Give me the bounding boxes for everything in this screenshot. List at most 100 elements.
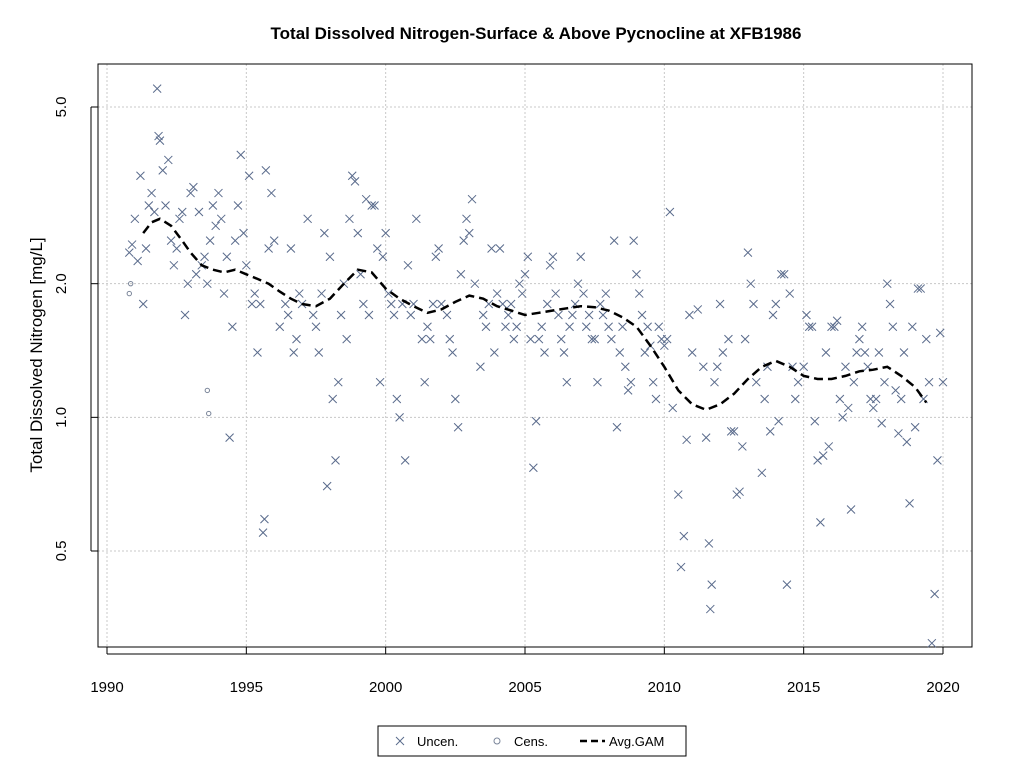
uncensored-point	[724, 334, 733, 344]
uncensored-point	[626, 377, 636, 387]
uncensored-point	[857, 322, 867, 332]
uncensored-point	[467, 194, 477, 204]
uncensored-point-stroke	[665, 207, 675, 217]
uncensored-point	[260, 514, 269, 524]
uncensored-point	[899, 348, 909, 357]
uncensored-point	[124, 248, 134, 257]
uncensored-point-stroke	[191, 269, 201, 279]
uncensored-point	[141, 244, 151, 253]
uncensored-point	[478, 310, 488, 320]
uncensored-point	[155, 136, 165, 145]
uncensored-point	[668, 403, 678, 413]
uncensored-point	[829, 322, 839, 332]
uncensored-point	[832, 316, 842, 326]
uncensored-point-stroke	[529, 463, 538, 473]
uncensored-point-stroke	[771, 299, 781, 309]
uncensored-point	[529, 463, 538, 473]
uncensored-point	[336, 310, 346, 320]
uncensored-point-stroke	[154, 131, 163, 141]
uncensored-point-stroke	[562, 377, 572, 387]
uncensored-point	[150, 207, 159, 217]
uncensored-point	[294, 289, 304, 298]
uncensored-point	[183, 279, 193, 289]
uncensored-point-stroke	[682, 435, 691, 445]
uncensored-point	[487, 244, 496, 253]
uncensored-point	[682, 435, 691, 445]
uncensored-point	[406, 310, 416, 320]
uncensored-point	[241, 260, 251, 270]
uncensored-point	[175, 214, 184, 224]
uncensored-point	[620, 362, 630, 372]
uncensored-point-stroke	[342, 334, 352, 344]
uncensored-point-stroke	[261, 165, 271, 175]
uncensored-point-stroke	[448, 348, 457, 357]
uncensored-point	[267, 188, 276, 198]
uncensored-point-stroke	[785, 289, 795, 298]
uncensored-point-stroke	[431, 252, 441, 262]
x-tick-label: 2020	[926, 679, 959, 696]
uncensored-point-stroke	[130, 214, 140, 224]
uncensored-point	[673, 490, 683, 499]
uncensored-point	[757, 468, 767, 478]
uncensored-point	[623, 386, 633, 395]
uncensored-point-stroke	[411, 214, 421, 224]
uncensored-point	[871, 394, 881, 404]
uncensored-point-stroke	[813, 456, 822, 465]
uncensored-point	[576, 252, 586, 262]
uncensored-point-stroke	[916, 284, 926, 293]
uncensored-point	[916, 284, 926, 293]
uncensored-point	[481, 322, 491, 332]
uncensored-point	[715, 299, 725, 309]
uncensored-point-stroke	[637, 310, 647, 320]
censored-point	[127, 280, 134, 287]
uncensored-point	[751, 377, 761, 387]
uncensored-point-stroke	[902, 437, 912, 447]
uncensored-point	[205, 236, 215, 246]
uncensored-point	[392, 394, 402, 404]
uncensored-point	[289, 348, 299, 357]
uncensored-point	[417, 334, 427, 344]
uncensored-point	[738, 442, 747, 451]
uncensored-point-stroke	[935, 328, 945, 338]
uncensored-point-stroke	[707, 580, 717, 589]
uncensored-point-stroke	[308, 310, 318, 320]
uncensored-point	[718, 348, 728, 357]
uncensored-point	[219, 289, 229, 298]
uncensored-point	[643, 322, 652, 332]
uncensored-point	[216, 214, 226, 224]
uncensored-point	[509, 334, 519, 344]
uncensored-point-stroke	[554, 310, 563, 320]
uncensored-point-stroke	[548, 252, 558, 262]
uncensored-point-stroke	[874, 348, 884, 357]
uncensored-point-stroke	[590, 334, 600, 344]
uncensored-point	[255, 299, 265, 309]
uncensored-point	[133, 256, 143, 266]
uncensored-point-stroke	[406, 310, 416, 320]
uncensored-point-stroke	[634, 289, 644, 298]
uncensored-point-stroke	[685, 310, 694, 320]
uncensored-point	[880, 377, 889, 387]
uncensored-point-stroke	[930, 589, 939, 599]
uncensored-point	[147, 188, 156, 198]
uncensored-point	[350, 177, 360, 186]
data-points	[124, 84, 948, 648]
uncensored-point	[679, 531, 689, 541]
uncensored-point	[283, 310, 293, 320]
uncensored-point	[598, 310, 608, 320]
uncensored-point-stroke	[434, 244, 443, 253]
uncensored-point-stroke	[693, 305, 703, 314]
uncensored-point	[548, 252, 558, 262]
uncensored-point	[386, 299, 396, 309]
uncensored-point-stroke	[576, 252, 586, 262]
uncensored-point-stroke	[715, 299, 725, 309]
censored-point	[204, 387, 211, 394]
uncensored-point-stroke	[556, 334, 566, 344]
uncensored-point	[503, 310, 513, 320]
uncensored-point-stroke	[152, 84, 162, 93]
uncensored-point-stroke	[779, 269, 789, 279]
uncensored-point-stroke	[531, 416, 541, 426]
uncensored-point-stroke	[138, 299, 148, 309]
x-tick-label: 1990	[90, 679, 123, 696]
plot-area-frame	[97, 63, 973, 648]
